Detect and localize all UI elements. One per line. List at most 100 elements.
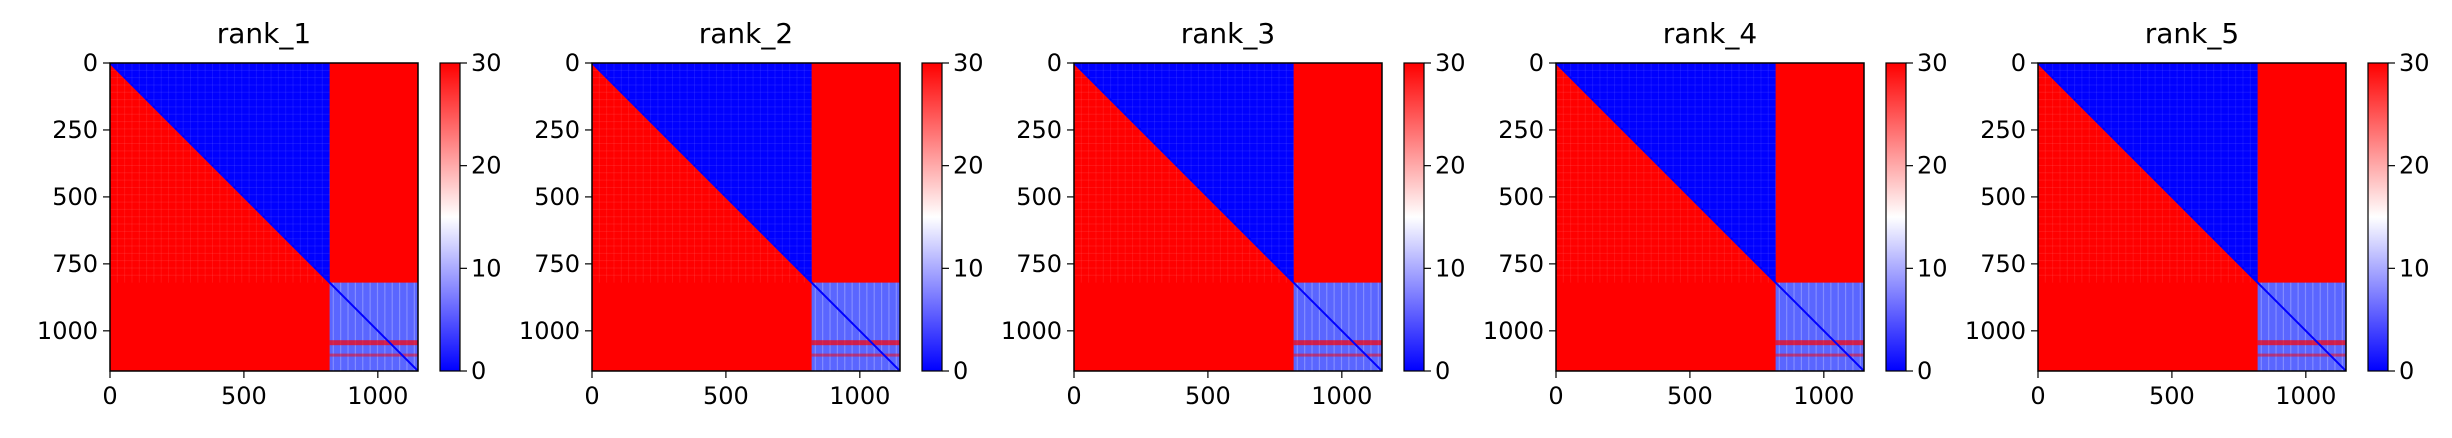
heatmap-panel-2: rank_2 0 500 1000 0 250 500 750 1000 0 10 20 30 (519, 17, 984, 410)
y-tick-label: 0 (1529, 49, 1544, 77)
y-tick-label: 1000 (1483, 317, 1544, 345)
heatmap-diagonal (592, 63, 900, 371)
heatmap-diagonal (1074, 63, 1382, 371)
heatmap-image (1556, 63, 1864, 371)
y-tick-label: 1000 (1001, 317, 1062, 345)
y-tick-label: 750 (1980, 250, 2026, 278)
y-tick-label: 750 (534, 250, 580, 278)
heatmap-diagonal (2038, 63, 2346, 371)
colorbar-tick-label: 10 (471, 254, 502, 282)
y-tick-label: 500 (1980, 183, 2026, 211)
x-tick-label: 500 (1185, 382, 1231, 410)
y-tick-label: 750 (1016, 250, 1062, 278)
heatmap-stripe (2257, 353, 2346, 357)
heatmap-stripe (1293, 340, 1382, 346)
y-tick-label: 500 (1498, 183, 1544, 211)
x-tick-label: 0 (584, 382, 599, 410)
heatmap-panel-5: rank_5 0 500 1000 0 250 500 750 1000 0 10 20 30 (1965, 17, 2430, 410)
colorbar (921, 62, 943, 372)
heatmap-panel-4: rank_4 0 500 1000 0 250 500 750 1000 0 10 20 30 (1483, 17, 1948, 410)
x-tick-label: 500 (221, 382, 267, 410)
y-tick-label: 1000 (1965, 317, 2026, 345)
x-tick-label: 1000 (1311, 382, 1372, 410)
colorbar-tick-label: 0 (1435, 357, 1450, 385)
colorbar (1403, 62, 1425, 372)
x-tick-label: 500 (703, 382, 749, 410)
y-tick-label: 0 (565, 49, 580, 77)
y-tick-label: 750 (1498, 250, 1544, 278)
y-tick-label: 250 (1498, 116, 1544, 144)
y-tick-label: 0 (2011, 49, 2026, 77)
y-tick-label: 250 (1980, 116, 2026, 144)
x-tick-label: 0 (102, 382, 117, 410)
colorbar-tick-label: 30 (471, 49, 502, 77)
y-tick-label: 250 (534, 116, 580, 144)
x-tick-label: 500 (1667, 382, 1713, 410)
colorbar-tick-label: 30 (2399, 49, 2430, 77)
colorbar-tick-label: 10 (953, 254, 984, 282)
axes-frame (1073, 62, 1383, 372)
heatmap-image (110, 63, 418, 371)
heatmap-stripe (811, 353, 900, 357)
axes-frame (1555, 62, 1865, 372)
colorbar (439, 62, 461, 372)
y-tick-label: 0 (1047, 49, 1062, 77)
x-tick-label: 1000 (347, 382, 408, 410)
heatmap-diagonal (1556, 63, 1864, 371)
y-tick-label: 500 (534, 183, 580, 211)
heatmap-stripe (329, 340, 418, 346)
heatmap-stripe (811, 340, 900, 346)
x-tick-label: 1000 (829, 382, 890, 410)
y-tick-label: 1000 (37, 317, 98, 345)
y-tick-label: 1000 (519, 317, 580, 345)
colorbar-tick-label: 10 (2399, 254, 2430, 282)
y-tick-label: 0 (83, 49, 98, 77)
heatmap-panel-3: rank_3 0 500 1000 0 250 500 750 1000 0 10 20 30 (1001, 17, 1466, 410)
heatmap-image (1074, 63, 1382, 371)
colorbar-tick-label: 20 (2399, 152, 2430, 180)
heatmap-diagonal (110, 63, 418, 371)
heatmap-panel-1: rank_1 0 500 1000 0 250 500 750 1000 0 10 20 30 (37, 17, 502, 410)
heatmap-stripe (329, 353, 418, 357)
chart-title: rank_2 (699, 17, 793, 50)
colorbar-tick-label: 10 (1435, 254, 1466, 282)
colorbar-tick-label: 0 (953, 357, 968, 385)
chart-title: rank_1 (217, 17, 311, 50)
heatmap-image (2038, 63, 2346, 371)
x-tick-label: 0 (2030, 382, 2045, 410)
colorbar-tick-label: 0 (1917, 357, 1932, 385)
x-tick-label: 1000 (1793, 382, 1854, 410)
x-tick-label: 1000 (2275, 382, 2336, 410)
heatmap-stripe (1775, 353, 1864, 357)
y-tick-label: 750 (52, 250, 98, 278)
colorbar-tick-label: 20 (471, 152, 502, 180)
colorbar-tick-label: 20 (953, 152, 984, 180)
heatmap-stripe (2257, 340, 2346, 346)
axes-frame (591, 62, 901, 372)
y-tick-label: 500 (1016, 183, 1062, 211)
colorbar (1885, 62, 1907, 372)
colorbar-tick-label: 30 (953, 49, 984, 77)
heatmap-image (592, 63, 900, 371)
colorbar-tick-label: 10 (1917, 254, 1948, 282)
chart-title: rank_5 (2145, 17, 2239, 50)
x-tick-label: 0 (1548, 382, 1563, 410)
heatmap-stripe (1293, 353, 1382, 357)
x-tick-label: 500 (2149, 382, 2195, 410)
y-tick-label: 250 (52, 116, 98, 144)
colorbar-tick-label: 0 (471, 357, 486, 385)
x-tick-label: 0 (1066, 382, 1081, 410)
colorbar-tick-label: 0 (2399, 357, 2414, 385)
y-tick-label: 250 (1016, 116, 1062, 144)
colorbar-tick-label: 30 (1917, 49, 1948, 77)
heatmap-stripe (1775, 340, 1864, 346)
colorbar-tick-label: 30 (1435, 49, 1466, 77)
colorbar-tick-label: 20 (1435, 152, 1466, 180)
colorbar-tick-label: 20 (1917, 152, 1948, 180)
colorbar (2367, 62, 2389, 372)
chart-title: rank_4 (1663, 17, 1757, 50)
chart-title: rank_3 (1181, 17, 1275, 50)
y-tick-label: 500 (52, 183, 98, 211)
axes-frame (109, 62, 419, 372)
